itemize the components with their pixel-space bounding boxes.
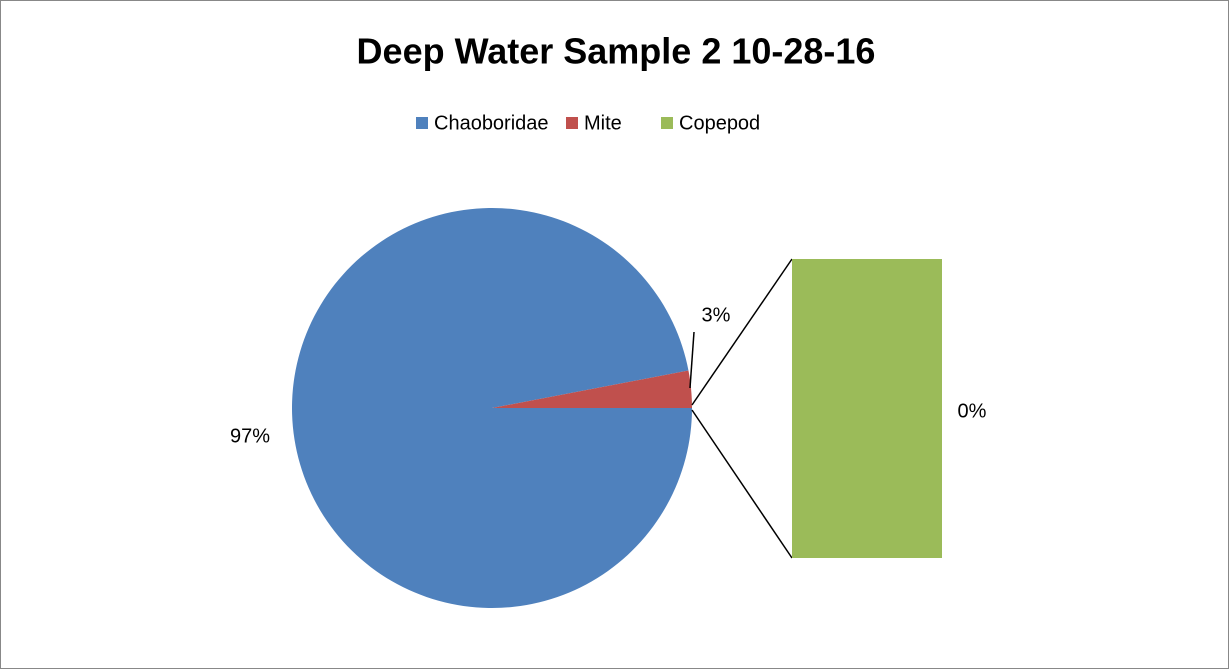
pie-slice (492, 370, 692, 408)
legend-swatch (566, 117, 578, 129)
legend-swatch (661, 117, 673, 129)
legend-label: Chaoboridae (434, 112, 549, 134)
data-label: 3% (702, 304, 731, 326)
legend-swatch (416, 117, 428, 129)
data-label: 0% (958, 400, 987, 422)
leader-line (689, 331, 695, 389)
chart-title: Deep Water Sample 2 10-28-16 (357, 31, 876, 72)
connector (691, 409, 793, 559)
connector (691, 258, 793, 406)
legend-label: Copepod (679, 112, 760, 134)
data-label: 97% (230, 425, 270, 447)
legend-label: Mite (584, 112, 622, 134)
pie-slice (292, 208, 693, 609)
bar-segment (792, 259, 942, 558)
